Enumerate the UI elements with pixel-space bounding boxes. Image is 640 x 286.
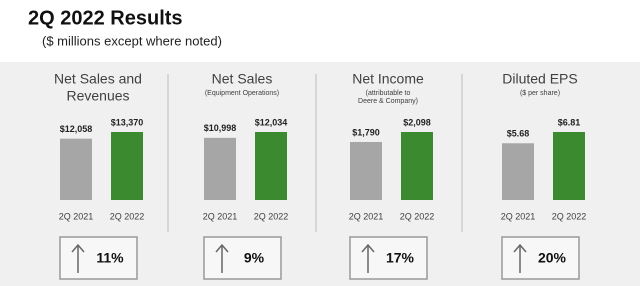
growth-label: 20%	[538, 250, 567, 266]
bar	[255, 132, 287, 200]
x-tick-label: 2Q 2022	[254, 211, 289, 221]
x-tick-label: 2Q 2021	[203, 211, 238, 221]
x-tick-label: 2Q 2022	[400, 211, 435, 221]
x-tick-label: 2Q 2021	[59, 211, 94, 221]
up-arrow	[361, 243, 375, 273]
growth-label: 9%	[244, 250, 265, 266]
growth-label: 17%	[386, 250, 415, 266]
bar	[60, 138, 92, 200]
x-tick-label: 2Q 2022	[110, 211, 145, 221]
x-tick-label: 2Q 2022	[552, 211, 587, 221]
up-arrow	[71, 243, 85, 273]
value-label: $6.81	[558, 117, 581, 127]
growth-box	[501, 236, 580, 280]
chart-subtitle: (attributable to	[366, 90, 411, 97]
x-tick-label: 2Q 2021	[501, 211, 536, 221]
bar	[502, 143, 534, 200]
chart-subtitle: ($ per share)	[520, 90, 560, 97]
value-label: $1,790	[352, 127, 380, 137]
value-label: $5.68	[507, 129, 530, 139]
growth-label: 11%	[96, 250, 124, 266]
bar	[350, 141, 382, 200]
value-label: $12,034	[255, 117, 288, 127]
page-title: 2Q 2022 Results	[28, 7, 183, 29]
growth-box	[203, 236, 282, 280]
growth-box	[349, 236, 428, 280]
chart-title: Revenues	[66, 88, 129, 104]
chart-title: Diluted EPS	[502, 71, 577, 87]
chart-title: Net Income	[352, 71, 424, 87]
value-label: $12,058	[60, 124, 93, 134]
page-subtitle: ($ millions except where noted)	[42, 33, 222, 48]
chart-subtitle: (Equipment Operations)	[205, 90, 279, 97]
up-arrow	[215, 243, 229, 273]
x-tick-label: 2Q 2021	[349, 211, 384, 221]
bar	[553, 132, 585, 200]
chart-subtitle: Deere & Company)	[358, 98, 418, 105]
value-label: $2,098	[403, 117, 431, 127]
bar	[111, 132, 143, 200]
bar	[401, 132, 433, 200]
bar	[204, 137, 236, 200]
chart-title: Net Sales	[212, 71, 273, 87]
chart-title: Net Sales and	[54, 71, 142, 87]
up-arrow	[513, 243, 527, 273]
growth-box	[59, 236, 138, 280]
value-label: $10,998	[204, 123, 237, 133]
value-label: $13,370	[111, 117, 144, 127]
